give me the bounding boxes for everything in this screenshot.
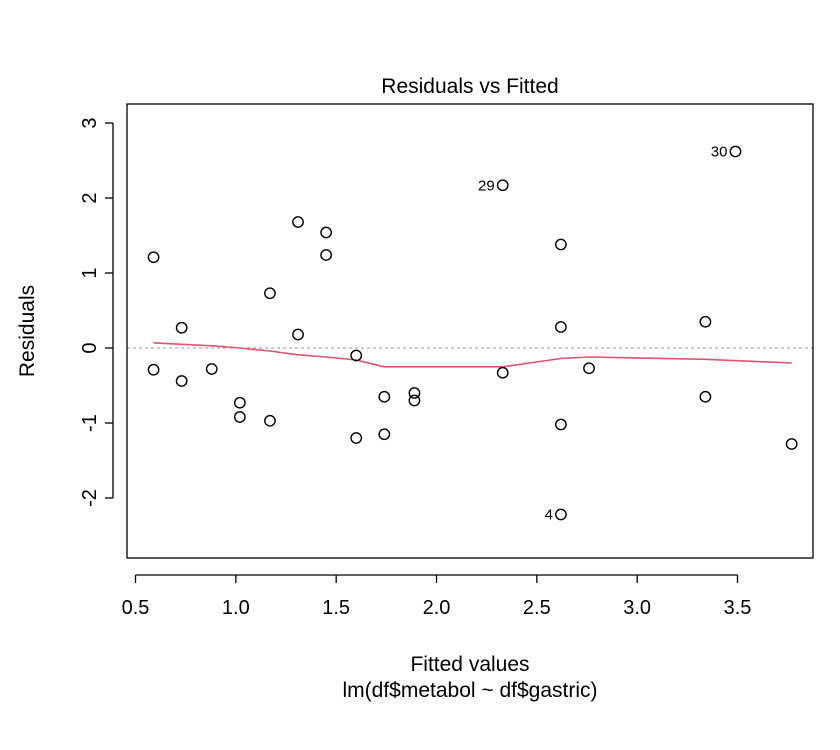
point-label: 29	[478, 177, 495, 194]
data-point	[699, 315, 712, 328]
x-tick-label: 2.5	[523, 597, 551, 619]
data-point	[555, 418, 567, 431]
data-point	[175, 321, 188, 334]
x-axis: 0.5 1.0 1.5 2.0 2.5 3.0 3.5	[122, 574, 752, 619]
data-point	[205, 363, 218, 375]
x-tick-label: 2.0	[423, 597, 451, 619]
x-tick-label: 3.5	[724, 597, 752, 619]
data-point	[320, 249, 333, 261]
data-point	[147, 251, 160, 264]
data-point	[264, 414, 276, 427]
point-label: 30	[711, 144, 728, 161]
x-tick-label: 0.5	[122, 597, 150, 619]
y-tick-label: 0	[79, 342, 101, 353]
chart-title: Residuals vs Fitted	[381, 75, 558, 98]
y-tick-label: 1	[79, 267, 101, 278]
x-tick-label: 1.5	[322, 597, 350, 619]
x-axis-sublabel: lm(df$metabol ~ df$gastric)	[342, 679, 597, 702]
y-axis: -2 -1 0 1 2 3	[79, 117, 114, 507]
x-tick-label: 1.0	[222, 597, 250, 619]
data-point	[408, 387, 421, 399]
data-point	[292, 216, 304, 228]
data-point	[699, 390, 712, 403]
y-tick-label: 3	[79, 117, 101, 128]
point-label: 4	[545, 507, 553, 524]
data-point	[496, 179, 509, 192]
data-point	[555, 321, 567, 333]
data-point	[233, 411, 246, 423]
data-point	[350, 432, 363, 444]
x-axis-label: Fitted values	[410, 653, 529, 676]
data-point	[233, 396, 246, 409]
data-point	[555, 508, 567, 521]
data-point	[408, 394, 421, 407]
data-point	[496, 366, 509, 379]
point-labels-layer: 29 4 30	[478, 144, 727, 524]
data-point	[175, 375, 188, 387]
y-tick-label: 2	[79, 192, 101, 203]
data-point	[264, 287, 276, 300]
data-point	[729, 145, 742, 158]
data-point	[350, 349, 363, 362]
data-point	[555, 238, 567, 251]
data-point	[378, 390, 391, 403]
data-point	[378, 428, 391, 441]
x-tick-label: 3.0	[623, 597, 651, 619]
data-point	[292, 328, 304, 341]
y-tick-label: -2	[79, 489, 101, 507]
points-layer	[147, 145, 798, 521]
data-point	[583, 362, 595, 375]
data-point	[147, 363, 160, 376]
y-tick-label: -1	[79, 414, 101, 432]
data-point	[320, 226, 333, 239]
plot-frame	[126, 103, 814, 559]
data-point	[785, 438, 798, 450]
y-axis-label: Residuals	[16, 285, 39, 377]
